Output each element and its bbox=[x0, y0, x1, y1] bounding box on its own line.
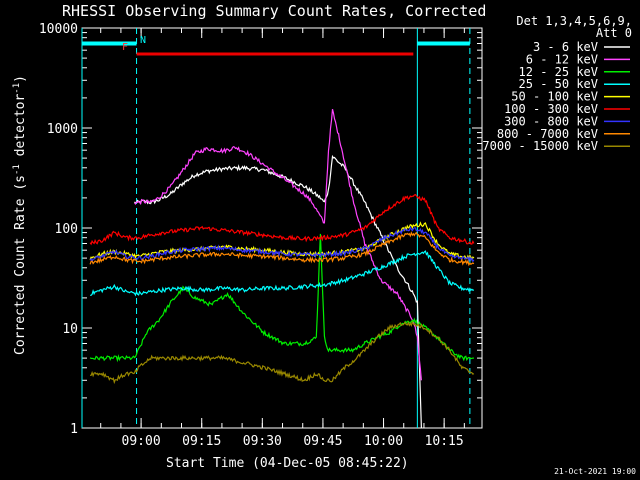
y-tick-label: 10 bbox=[62, 322, 78, 337]
flare-flag-label: F bbox=[122, 42, 128, 53]
legend-entry-label: 25 - 50 keV bbox=[519, 77, 598, 91]
y-axis-label-sup2: -1 bbox=[12, 83, 22, 94]
x-tick-label: 09:30 bbox=[243, 434, 282, 449]
flag-bars bbox=[82, 41, 470, 56]
series-line bbox=[134, 109, 422, 381]
y-tick-label: 1000 bbox=[47, 122, 78, 137]
legend-entry-label: 300 - 800 keV bbox=[504, 114, 598, 128]
y-tick-label: 10000 bbox=[39, 22, 78, 37]
x-tick-label: 10:00 bbox=[364, 434, 403, 449]
series-line bbox=[89, 193, 475, 246]
series-line bbox=[90, 320, 475, 385]
legend-entry-label: 100 - 300 keV bbox=[504, 102, 598, 116]
series-line bbox=[90, 250, 475, 297]
y-tick-label: 100 bbox=[55, 222, 78, 237]
x-tick-label: 09:45 bbox=[303, 434, 342, 449]
legend-entry-label: 12 - 25 keV bbox=[519, 65, 598, 79]
y-axis-label: Corrected Count Rate (s-1 detector-1) bbox=[12, 75, 28, 355]
plot-border bbox=[81, 27, 483, 429]
marker-lines bbox=[81, 28, 471, 428]
series-line bbox=[89, 231, 475, 267]
series-line bbox=[89, 226, 475, 263]
x-axis-label: Start Time (04-Dec-05 08:45:22) bbox=[166, 456, 409, 471]
series-group bbox=[89, 109, 475, 429]
y-axis-label-sup1: -1 bbox=[12, 164, 22, 175]
legend-entry-label: 6 - 12 keV bbox=[526, 52, 598, 66]
legend-entry-label: 7000 - 15000 keV bbox=[482, 139, 598, 153]
series-line bbox=[134, 154, 422, 429]
legend-header-line1: Det 1,3,4,5,6,9, bbox=[516, 14, 632, 28]
plot-frame bbox=[81, 27, 483, 429]
y-axis-label-mid: detector bbox=[13, 94, 28, 165]
y-axis-ticks: 1 10 100 1000 10000 bbox=[39, 22, 482, 437]
y-axis-label-main: Corrected Count Rate (s bbox=[13, 175, 28, 355]
legend-entry-label: 50 - 100 keV bbox=[511, 90, 598, 104]
y-tick-label: 1 bbox=[70, 422, 78, 437]
x-tick-label: 09:00 bbox=[122, 434, 161, 449]
legend-entry-label: 800 - 7000 keV bbox=[497, 127, 598, 141]
night-flag-label: N bbox=[140, 35, 146, 46]
chart-title: RHESSI Observing Summary Count Rates, Co… bbox=[62, 2, 486, 20]
legend-entry-label: 3 - 6 keV bbox=[533, 40, 598, 54]
legend-header-line2: Att 0 bbox=[596, 26, 632, 40]
timestamp: 21-Oct-2021 19:00 bbox=[554, 467, 636, 476]
x-tick-label: 09:15 bbox=[182, 434, 221, 449]
x-tick-label: 10:15 bbox=[425, 434, 464, 449]
series-line bbox=[89, 233, 474, 363]
x-axis-ticks: 09:00 09:15 09:30 09:45 10:00 10:15 bbox=[100, 28, 465, 449]
y-axis-label-end: ) bbox=[13, 75, 28, 83]
